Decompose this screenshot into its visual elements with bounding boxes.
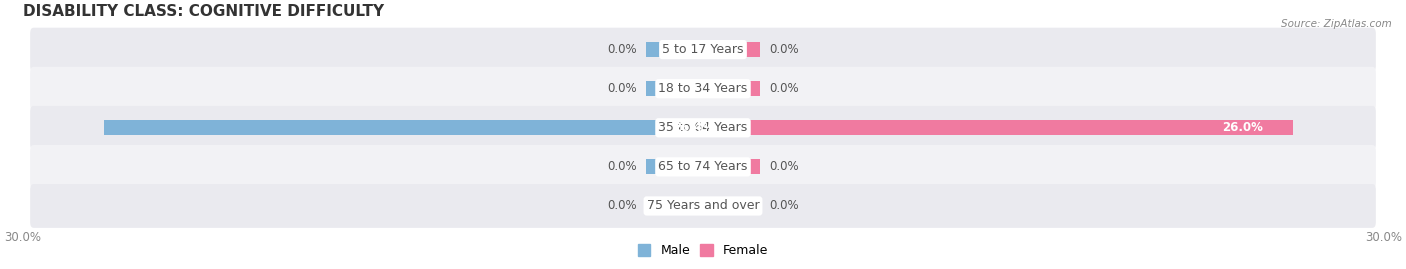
Bar bbox=[104, 120, 703, 135]
Text: 5 to 17 Years: 5 to 17 Years bbox=[662, 43, 744, 56]
Text: 26.4%: 26.4% bbox=[673, 121, 714, 134]
Text: 75 Years and over: 75 Years and over bbox=[647, 200, 759, 213]
Bar bbox=[703, 120, 1292, 135]
Text: 0.0%: 0.0% bbox=[769, 82, 799, 95]
Bar bbox=[703, 81, 759, 96]
Text: 35 to 64 Years: 35 to 64 Years bbox=[658, 121, 748, 134]
Text: 0.0%: 0.0% bbox=[607, 160, 637, 174]
Text: 26.0%: 26.0% bbox=[1222, 121, 1263, 134]
Bar bbox=[703, 160, 759, 174]
Text: 0.0%: 0.0% bbox=[769, 200, 799, 213]
Text: Source: ZipAtlas.com: Source: ZipAtlas.com bbox=[1281, 19, 1392, 29]
Text: 0.0%: 0.0% bbox=[769, 160, 799, 174]
Text: 0.0%: 0.0% bbox=[607, 82, 637, 95]
Bar bbox=[703, 42, 759, 57]
FancyBboxPatch shape bbox=[30, 67, 1376, 111]
Bar bbox=[647, 199, 703, 213]
FancyBboxPatch shape bbox=[30, 184, 1376, 228]
Text: 0.0%: 0.0% bbox=[769, 43, 799, 56]
Text: 0.0%: 0.0% bbox=[607, 200, 637, 213]
Bar bbox=[647, 81, 703, 96]
Bar bbox=[647, 160, 703, 174]
FancyBboxPatch shape bbox=[30, 106, 1376, 150]
Text: 0.0%: 0.0% bbox=[607, 43, 637, 56]
Bar bbox=[647, 42, 703, 57]
Legend: Male, Female: Male, Female bbox=[633, 239, 773, 262]
FancyBboxPatch shape bbox=[30, 28, 1376, 72]
FancyBboxPatch shape bbox=[30, 145, 1376, 189]
Text: 65 to 74 Years: 65 to 74 Years bbox=[658, 160, 748, 174]
Bar bbox=[703, 199, 759, 213]
Text: 18 to 34 Years: 18 to 34 Years bbox=[658, 82, 748, 95]
Text: DISABILITY CLASS: COGNITIVE DIFFICULTY: DISABILITY CLASS: COGNITIVE DIFFICULTY bbox=[22, 4, 384, 19]
